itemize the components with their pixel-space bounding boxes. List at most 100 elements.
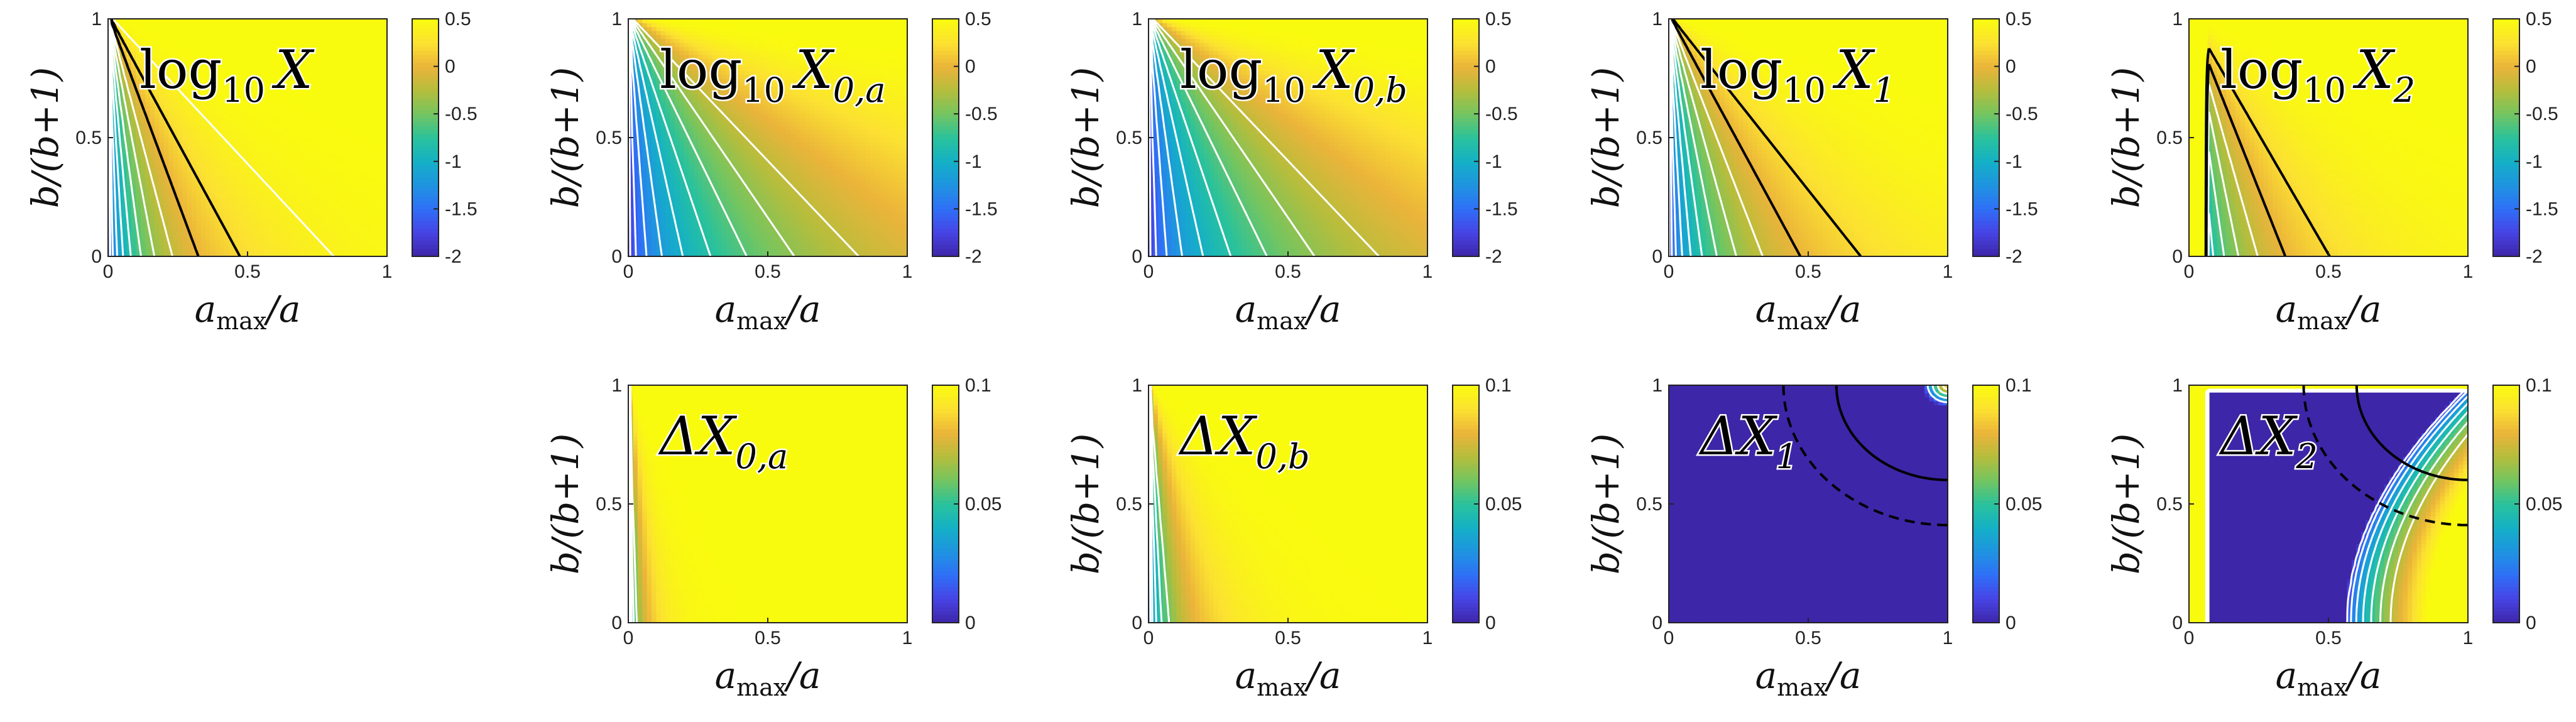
heat-cell — [350, 197, 355, 202]
heat-cell — [308, 221, 313, 225]
heat-cell — [364, 205, 369, 209]
heat-cell — [229, 197, 234, 202]
heat-cell — [317, 189, 322, 194]
heat-cell — [168, 193, 173, 197]
heat-cell — [331, 193, 336, 197]
heat-cell — [350, 244, 355, 249]
heat-cell — [192, 232, 197, 237]
heat-cell — [192, 213, 197, 217]
heat-cell — [266, 237, 271, 241]
heat-cell — [271, 221, 276, 225]
heat-cell — [248, 189, 253, 194]
heat-cell — [248, 213, 253, 217]
heat-cell — [313, 193, 318, 197]
heat-cell — [168, 232, 173, 237]
heat-cell — [336, 241, 341, 245]
heat-cell — [257, 193, 262, 197]
heat-cell — [368, 237, 373, 241]
heat-cell — [266, 225, 271, 229]
heat-cell — [248, 193, 253, 197]
heat-cell — [252, 217, 257, 221]
heat-cell — [378, 241, 383, 245]
heat-cell — [243, 241, 248, 245]
heat-cell — [303, 197, 308, 202]
heat-cell — [327, 205, 332, 209]
heat-cell — [215, 248, 220, 253]
heat-cell — [210, 248, 216, 253]
heat-cell — [173, 209, 178, 213]
heat-cell — [150, 217, 155, 221]
heat-cell — [303, 209, 308, 213]
heat-cell — [178, 185, 183, 190]
heat-cell — [290, 229, 295, 233]
heat-cell — [317, 205, 322, 209]
heat-cell — [350, 241, 355, 245]
heat-cell — [201, 248, 206, 253]
heat-cell — [136, 197, 141, 202]
heat-cell — [350, 205, 355, 209]
heat-cell — [275, 201, 280, 205]
heat-cell — [359, 189, 364, 194]
heat-cell — [201, 244, 206, 249]
heat-cell — [145, 197, 150, 202]
heat-cell — [261, 244, 266, 249]
heat-cell — [257, 213, 262, 217]
heat-cell — [205, 213, 210, 217]
heat-cell — [317, 193, 322, 197]
heat-cell — [215, 201, 220, 205]
heat-cell — [215, 189, 220, 194]
heat-cell — [238, 244, 243, 249]
heat-cell — [248, 244, 253, 249]
heat-cell — [257, 241, 262, 245]
heat-cell — [294, 244, 299, 249]
heat-cell — [261, 232, 266, 237]
heat-cell — [290, 201, 295, 205]
heat-cell — [350, 248, 355, 253]
heat-cell — [224, 248, 229, 253]
heat-cell — [252, 225, 257, 229]
heat-cell — [331, 205, 336, 209]
heat-cell — [220, 205, 225, 209]
heat-cell — [141, 241, 146, 245]
heat-cell — [182, 189, 187, 194]
heat-cell — [345, 213, 350, 217]
heat-cell — [150, 221, 155, 225]
heat-cell — [354, 225, 359, 229]
heat-cell — [252, 197, 257, 202]
heat-cell — [341, 237, 346, 241]
heat-cell — [359, 248, 364, 253]
heat-cell — [257, 201, 262, 205]
heat-cell — [373, 237, 378, 241]
heat-cell — [201, 241, 206, 245]
heat-cell — [373, 189, 378, 194]
heat-cell — [205, 248, 210, 253]
heat-cell — [341, 232, 346, 237]
heat-cell — [159, 241, 164, 245]
heat-cell — [303, 237, 308, 241]
heat-cell — [234, 229, 239, 233]
heat-cell — [168, 221, 173, 225]
heat-cell — [373, 225, 378, 229]
heat-cell — [168, 237, 173, 241]
heat-cell — [131, 232, 136, 237]
heat-cell — [341, 189, 346, 194]
heat-cell — [280, 244, 285, 249]
heat-cell — [313, 201, 318, 205]
heat-cell — [368, 209, 373, 213]
heat-cell — [317, 197, 322, 202]
heat-cell — [359, 225, 364, 229]
heat-cell — [159, 189, 164, 194]
heat-cell — [359, 232, 364, 237]
heat-cell — [290, 248, 295, 253]
heat-cell — [336, 205, 341, 209]
heat-cell — [313, 221, 318, 225]
heat-cell — [243, 185, 248, 190]
heat-cell — [322, 197, 327, 202]
heat-cell — [141, 225, 146, 229]
heat-cell — [303, 241, 308, 245]
heat-cell — [313, 229, 318, 233]
heat-cell — [336, 221, 341, 225]
heat-cell — [327, 237, 332, 241]
heat-cell — [373, 193, 378, 197]
heat-cell — [229, 217, 234, 221]
